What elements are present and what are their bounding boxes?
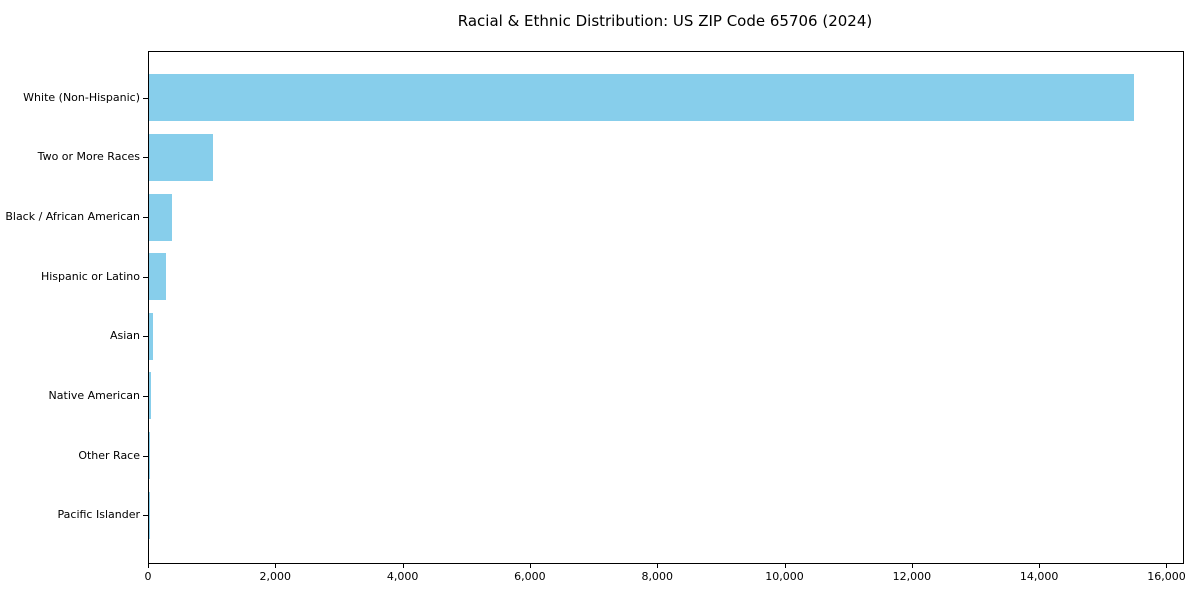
y-tick-label: Other Race xyxy=(78,448,140,462)
bar xyxy=(149,193,172,241)
y-tick-mark xyxy=(143,157,148,159)
y-tick-mark xyxy=(143,217,148,219)
y-tick-mark xyxy=(143,395,148,397)
x-tick-label: 8,000 xyxy=(641,570,673,583)
plot-area xyxy=(148,51,1184,564)
y-tick-label: Hispanic or Latino xyxy=(40,269,140,283)
y-tick-label: Native American xyxy=(48,388,140,402)
x-tick-mark xyxy=(402,564,404,568)
x-tick-mark xyxy=(1166,564,1168,568)
bar xyxy=(149,432,150,480)
x-tick-mark xyxy=(148,564,149,568)
y-tick-label: Two or More Races xyxy=(37,150,140,164)
x-tick-mark xyxy=(911,564,913,568)
chart-title: Racial & Ethnic Distribution: US ZIP Cod… xyxy=(457,12,873,30)
y-tick-label: Pacific Islander xyxy=(57,508,140,522)
bar xyxy=(149,133,214,181)
x-tick-label: 2,000 xyxy=(259,570,292,583)
y-tick-mark xyxy=(143,276,148,278)
bar xyxy=(149,312,153,360)
y-tick-label: Asian xyxy=(109,329,140,343)
x-tick-label: 12,000 xyxy=(892,570,932,583)
x-tick-label: 16,000 xyxy=(1147,570,1186,583)
x-tick-mark xyxy=(657,564,659,568)
x-tick-label: 10,000 xyxy=(765,570,804,583)
x-tick-label: 0 xyxy=(144,570,152,583)
y-tick-label: Black / African American xyxy=(5,210,140,224)
y-tick-mark xyxy=(143,336,148,338)
y-tick-label: White (Non-Hispanic) xyxy=(23,90,140,104)
x-tick-mark xyxy=(529,564,531,568)
x-tick-mark xyxy=(275,564,277,568)
y-tick-mark xyxy=(143,515,148,517)
x-tick-label: 4,000 xyxy=(386,570,419,583)
x-tick-label: 14,000 xyxy=(1019,570,1059,583)
bar xyxy=(149,372,151,420)
y-tick-mark xyxy=(143,97,148,99)
bar xyxy=(149,253,166,301)
x-tick-label: 6,000 xyxy=(514,570,546,583)
bar xyxy=(149,74,1134,122)
x-tick-mark xyxy=(1039,564,1041,568)
y-tick-mark xyxy=(143,455,148,457)
x-tick-mark xyxy=(784,564,786,568)
